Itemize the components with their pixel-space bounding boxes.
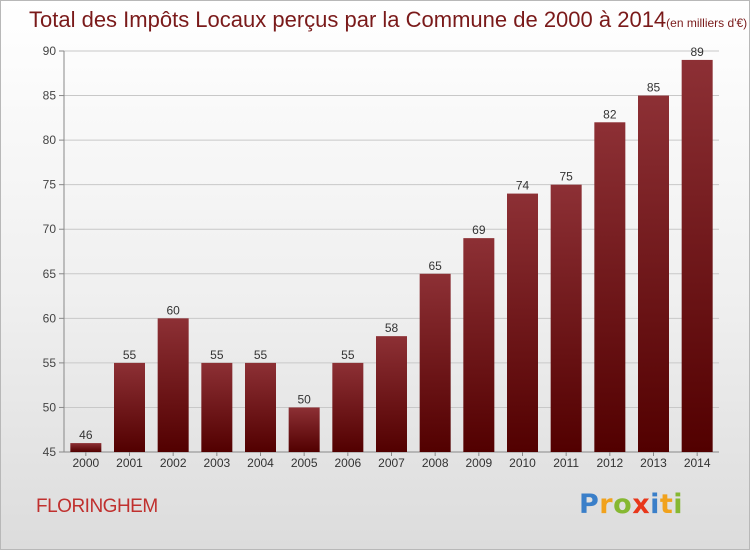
bar-value-label: 82: [603, 107, 617, 121]
x-tick-label: 2007: [378, 456, 405, 470]
bar-value-label: 75: [559, 170, 573, 184]
y-tick-label: 65: [43, 267, 57, 281]
x-tick-label: 2013: [640, 456, 667, 470]
bar-value-label: 65: [428, 259, 442, 273]
logo-letter: x: [632, 489, 651, 520]
logo-letter: r: [599, 489, 614, 520]
logo-letter: t: [659, 489, 674, 520]
x-tick-label: 2010: [509, 456, 536, 470]
y-tick-label: 70: [43, 222, 57, 236]
x-tick-label: 2012: [596, 456, 623, 470]
x-tick-label: 2014: [684, 456, 711, 470]
x-tick-label: 2011: [553, 456, 579, 470]
bar-value-label: 85: [647, 81, 661, 95]
bar: [681, 59, 713, 453]
bar-value-label: 69: [472, 223, 486, 237]
bar: [201, 362, 233, 452]
chart-title-unit: (en milliers d'€): [666, 16, 748, 30]
y-tick-label: 90: [43, 44, 57, 58]
bar: [507, 193, 538, 453]
bar: [157, 318, 189, 452]
bar: [463, 238, 495, 452]
bar-value-label: 55: [341, 348, 355, 362]
bar-value-label: 55: [123, 348, 137, 362]
bars: 46 55 60 55 55 50 55 58 65 69 74 75 82 85 89: [70, 45, 713, 453]
chart-title-text: Total des Impôts Locaux perçus par la Co…: [29, 7, 667, 32]
chart-title: Total des Impôts Locaux perçus par la Co…: [29, 7, 747, 33]
bar: [419, 273, 451, 452]
bar-value-label: 50: [297, 392, 311, 406]
bar: [376, 336, 407, 452]
x-tick-label: 2008: [422, 456, 449, 470]
bar-value-label: 74: [516, 179, 530, 193]
y-tick-label: 60: [43, 311, 57, 325]
y-tick-label: 75: [43, 178, 57, 192]
logo-letter: P: [579, 489, 600, 520]
x-tick-label: 2001: [116, 456, 143, 470]
bar-value-label: 46: [79, 428, 93, 442]
bar-value-label: 58: [385, 321, 399, 335]
logo-letter: i: [650, 489, 660, 520]
bar: [288, 407, 320, 452]
bar: [245, 362, 276, 452]
y-tick-label: 45: [43, 445, 57, 459]
x-tick-label: 2009: [465, 456, 492, 470]
y-tick-label: 80: [43, 133, 57, 147]
x-tick-label: 2005: [291, 456, 318, 470]
y-tick-label: 50: [43, 400, 57, 414]
bar-value-label: 89: [690, 45, 704, 59]
x-tick-label: 2000: [72, 456, 99, 470]
commune-name: FLORINGHEM: [36, 496, 158, 517]
bar: [70, 443, 102, 452]
proxiti-logo: Proxiti: [579, 489, 683, 520]
x-tick-label: 2006: [334, 456, 361, 470]
x-tick-label: 2002: [160, 456, 187, 470]
bar-value-label: 55: [254, 348, 268, 362]
axes: 45 50 55 60 65 70 75 80 85 90 2000 2001 2002 2003 2004…: [43, 44, 719, 470]
bar: [114, 362, 145, 452]
x-tick-label: 2003: [203, 456, 230, 470]
bar: [332, 362, 364, 452]
x-tick-label: 2004: [247, 456, 274, 470]
bar-value-label: 55: [210, 348, 224, 362]
y-tick-label: 85: [43, 89, 57, 103]
bar: [594, 122, 626, 453]
bar-value-label: 60: [166, 303, 180, 317]
bar: [638, 95, 669, 453]
bar: [550, 184, 582, 452]
y-tick-label: 55: [43, 356, 57, 370]
logo-letter: i: [673, 489, 684, 520]
logo-letter: o: [613, 489, 633, 520]
